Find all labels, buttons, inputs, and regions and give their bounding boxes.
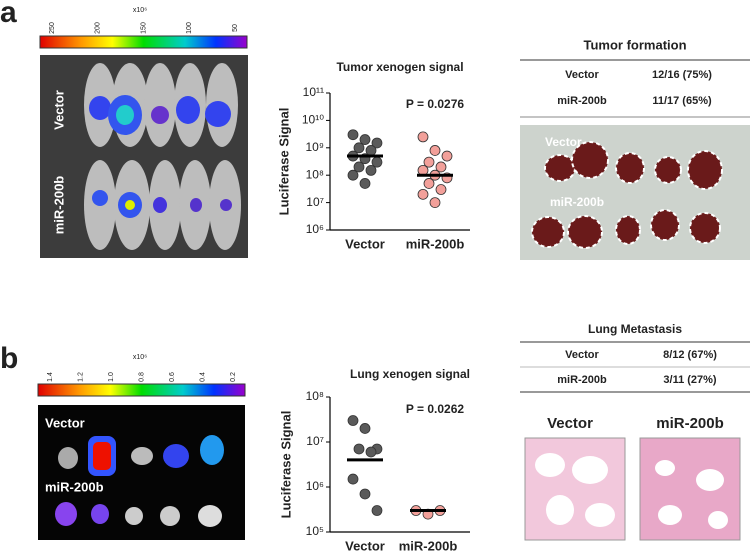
image-label: Vector	[45, 415, 85, 430]
data-point	[417, 188, 429, 200]
colorbar-label: 1.4	[47, 372, 54, 382]
chart-title: Lung xenogen signal	[350, 367, 470, 381]
colorbar-label: 1.0	[108, 372, 115, 382]
data-point	[365, 164, 377, 176]
y-tick-label: 10⁷	[306, 195, 324, 209]
panel-letter: a	[0, 0, 17, 29]
y-tick-label: 10⁶	[306, 222, 324, 236]
colorbar	[37, 383, 246, 397]
x-tick-label: miR-200b	[406, 236, 465, 251]
y-tick-label: 10⁹	[306, 140, 325, 154]
data-point	[353, 161, 365, 173]
table-rules	[520, 59, 750, 393]
data-point	[359, 488, 371, 500]
colorbar-label: 0.2	[230, 372, 237, 382]
y-axis-label: Luciferase Signal	[278, 411, 293, 519]
colorbar-label: 1.2	[77, 372, 84, 382]
data-point	[423, 178, 435, 189]
colorbar-label: 0.4	[199, 372, 206, 382]
data-point	[353, 142, 365, 154]
x-tick-label: miR-200b	[399, 538, 458, 553]
data-point	[441, 150, 453, 162]
data-point	[353, 443, 365, 455]
image-label: Vector	[51, 90, 66, 130]
table-cell: 3/11 (27%)	[663, 374, 717, 386]
table-cell: Vector	[565, 69, 599, 81]
y-tick-label: 10¹⁰	[302, 113, 324, 127]
colorbar-label: 50	[232, 24, 239, 32]
y-tick-label: 10⁷	[306, 434, 324, 448]
data-point	[371, 137, 383, 149]
colorbar-label: 200	[95, 22, 102, 34]
p-value: P = 0.0276	[406, 97, 464, 111]
table-cell: miR-200b	[557, 95, 607, 107]
x-tick-label: Vector	[345, 538, 385, 553]
data-point	[429, 197, 441, 209]
photo-label: miR-200b	[656, 415, 724, 432]
colorbar-unit: x10⁶	[133, 7, 147, 14]
photo-label: miR-200b	[550, 195, 604, 209]
data-point	[347, 415, 359, 426]
y-axis-label: Luciferase Signal	[276, 108, 291, 216]
table-title: Lung Metastasis	[588, 322, 682, 336]
y-tick-label: 10¹¹	[303, 85, 324, 99]
image-label: miR-200b	[45, 479, 104, 494]
lungs	[55, 435, 224, 527]
table-cell: miR-200b	[557, 374, 607, 386]
data-point	[371, 505, 383, 516]
table-cell: 12/16 (75%)	[652, 69, 712, 81]
signal	[89, 95, 232, 218]
colorbar-label: 100	[186, 22, 193, 34]
table-cell: 8/12 (67%)	[663, 349, 717, 361]
livers	[531, 141, 723, 249]
colorbar	[39, 35, 248, 49]
data-point	[429, 145, 441, 156]
chart-title: Tumor xenogen signal	[336, 60, 463, 74]
histology	[524, 437, 626, 541]
data-point	[417, 131, 429, 143]
data-point	[359, 423, 371, 434]
data-point	[423, 156, 435, 168]
data-point	[347, 473, 359, 485]
photo-label: Vector	[545, 135, 582, 149]
data-point	[359, 134, 371, 145]
data-point	[435, 184, 447, 195]
y-tick-label: 10⁵	[306, 524, 324, 538]
data-point	[365, 446, 377, 458]
data-point	[347, 129, 359, 141]
table-cell: Vector	[565, 349, 599, 361]
colorbar-label: 250	[49, 22, 56, 34]
colorbar-label: 0.8	[138, 372, 145, 382]
y-tick-label: 10⁸	[306, 167, 324, 181]
table-title: Tumor formation	[583, 37, 686, 52]
data-point	[435, 161, 447, 173]
y-tick-label: 10⁶	[306, 479, 324, 493]
panel-letter: b	[0, 342, 18, 375]
y-tick-label: 10⁸	[306, 389, 324, 403]
table-cell: 11/17 (65%)	[652, 95, 712, 107]
colorbar-unit: x10⁶	[133, 354, 147, 361]
alveoli	[535, 453, 728, 529]
x-tick-label: Vector	[345, 236, 385, 251]
photo-label: Vector	[547, 415, 593, 432]
data-point	[359, 178, 371, 189]
p-value: P = 0.0262	[406, 402, 464, 416]
image-label: miR-200b	[51, 176, 66, 235]
data-point	[347, 169, 359, 181]
colorbar-label: 150	[140, 22, 147, 34]
colorbar-label: 0.6	[169, 372, 176, 382]
